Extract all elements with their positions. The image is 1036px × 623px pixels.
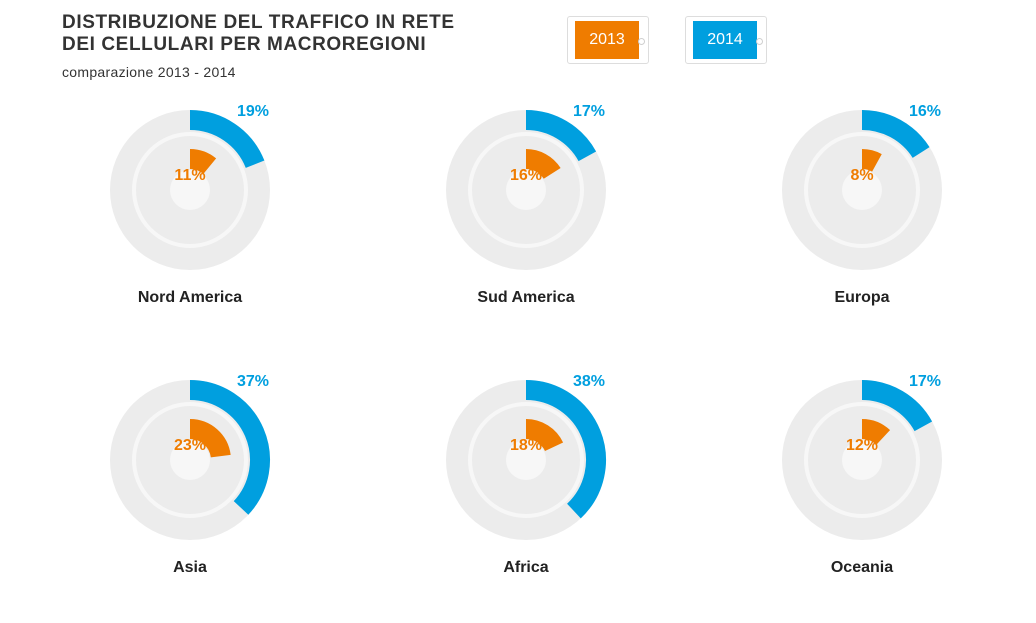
value-label-2014: 16%	[909, 103, 941, 120]
legend-toggle-2014[interactable]: 2014	[685, 16, 767, 64]
ring-separator	[132, 132, 248, 248]
title-line-1: DISTRIBUZIONE DEL TRAFFICO IN RETE	[62, 12, 455, 33]
region-label: Nord America	[138, 289, 242, 306]
region-label: Asia	[173, 559, 207, 576]
legend-dot-icon	[638, 38, 645, 45]
value-label-2014: 38%	[573, 373, 605, 390]
arc-2014-africa	[525, 380, 606, 519]
value-label-2013: 23%	[174, 437, 206, 454]
ring-separator	[804, 132, 920, 248]
legend-swatch-2013: 2013	[575, 21, 639, 59]
region-label: Africa	[503, 559, 548, 576]
center-hole	[170, 170, 210, 210]
center-hole	[506, 170, 546, 210]
arc-2013-africa	[525, 419, 564, 452]
arc-2014-nord-america	[189, 110, 265, 169]
value-label-2013: 11%	[174, 167, 205, 184]
title-line-2: DEI CELLULARI PER MACROREGIONI	[62, 34, 427, 55]
region-label: Sud America	[477, 289, 574, 306]
arc-2013-europa	[861, 149, 882, 172]
value-label-2014: 17%	[909, 373, 941, 390]
center-hole	[506, 440, 546, 480]
value-label-2013: 18%	[510, 437, 542, 454]
arc-2014-asia	[189, 380, 270, 515]
value-label-2013: 8%	[850, 167, 873, 184]
legend-swatch-2014: 2014	[693, 21, 757, 59]
region-label: Europa	[834, 289, 889, 306]
chart-title: DISTRIBUZIONE DEL TRAFFICO IN RETE DEI C…	[62, 12, 455, 56]
arc-2014-europa	[861, 110, 930, 159]
value-label-2014: 19%	[237, 103, 269, 120]
value-label-2014: 37%	[237, 373, 269, 390]
arc-2014-oceania	[861, 380, 933, 432]
center-hole	[170, 440, 210, 480]
arc-2013-asia	[189, 419, 231, 459]
legend-dot-icon	[756, 38, 763, 45]
center-hole	[842, 440, 882, 480]
arc-2013-sud-america	[525, 149, 561, 180]
center-hole	[842, 170, 882, 210]
ring-separator	[804, 402, 920, 518]
arc-2013-nord-america	[189, 149, 217, 175]
ring-separator	[468, 132, 584, 248]
chart-subtitle: comparazione 2013 - 2014	[62, 64, 236, 80]
value-label-2013: 12%	[846, 437, 878, 454]
region-label: Oceania	[831, 559, 893, 576]
arc-2013-oceania	[861, 419, 891, 446]
value-label-2013: 16%	[510, 167, 542, 184]
ring-separator	[468, 402, 584, 518]
arc-2014-sud-america	[525, 110, 597, 162]
legend-toggle-2013[interactable]: 2013	[567, 16, 649, 64]
value-label-2014: 17%	[573, 103, 605, 120]
ring-separator	[132, 402, 248, 518]
